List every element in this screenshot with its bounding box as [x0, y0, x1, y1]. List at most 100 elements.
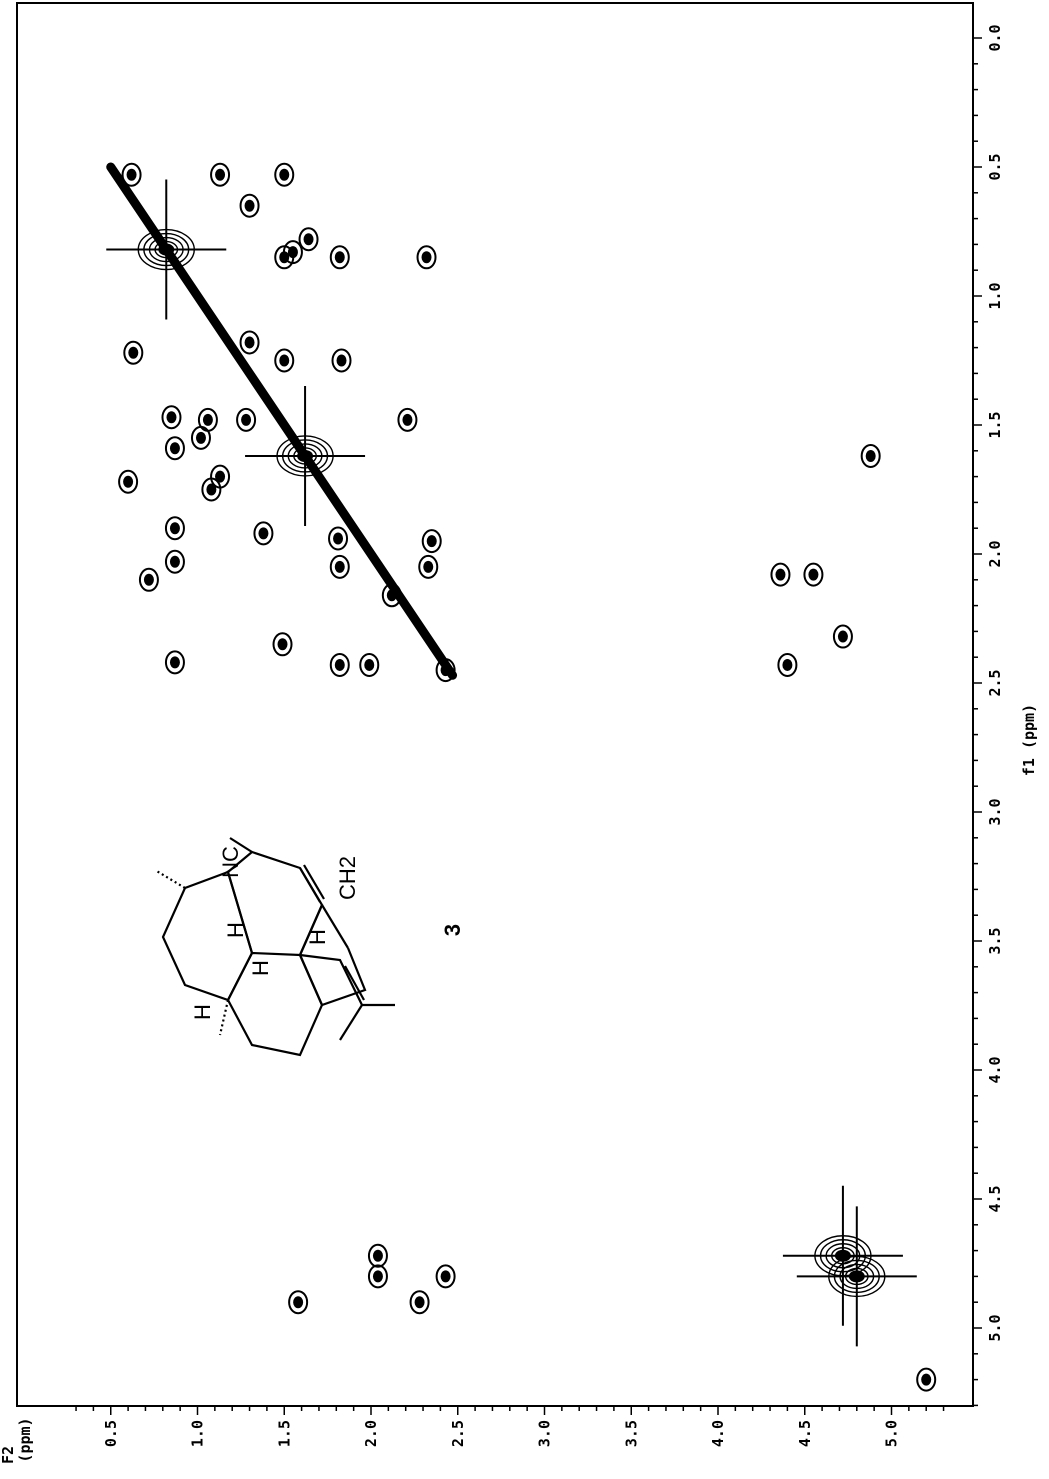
cross-peak-contour — [118, 469, 139, 494]
cross-peak-core — [336, 354, 347, 367]
cross-peak — [239, 330, 260, 355]
f2-tick-label: 5.0 — [883, 1420, 901, 1447]
cross-peak-contour — [329, 554, 350, 579]
cross-peak-contour — [201, 477, 222, 502]
structure-label-h1: H — [190, 1004, 215, 1020]
cross-peak-contour — [164, 436, 185, 461]
f1-tick-label: 1.5 — [986, 411, 1004, 438]
cross-peak-core — [215, 168, 226, 181]
f1-tick-label: 3.0 — [986, 798, 1004, 825]
f2-tick-label: 1.0 — [189, 1420, 207, 1447]
peak-contour — [839, 1263, 875, 1290]
cross-peak-core — [195, 431, 206, 444]
f2-axis-title-line2: (ppm) — [16, 1417, 34, 1462]
f1-axis: 0.0 0.5 1.0 1.5 2.0 2.5 3.0 3.5 4.0 4.5 5.0 — [973, 24, 1004, 1407]
cross-peak-contour — [138, 567, 159, 592]
peak-contour — [148, 236, 184, 263]
cross-peak-core — [293, 1296, 304, 1309]
f2-tick-label: 4.0 — [709, 1420, 727, 1447]
cross-peak — [916, 1367, 937, 1392]
cross-peak-contour — [770, 562, 791, 587]
f1-tick-label: 3.5 — [986, 927, 1004, 954]
peak-contour — [154, 240, 179, 259]
cross-peak — [274, 348, 295, 373]
cross-peak-core — [423, 560, 434, 573]
cross-peak — [329, 554, 350, 579]
cross-peak — [164, 436, 185, 461]
cross-peak-contour — [409, 1290, 430, 1315]
peak-contour — [293, 447, 317, 465]
cross-peak-contour — [282, 240, 303, 265]
structure-label-h2: H — [223, 922, 248, 938]
cross-peak-core — [921, 1373, 932, 1386]
f1-tick-label: 0.0 — [986, 24, 1004, 51]
cross-peak-contour — [367, 1243, 388, 1268]
major-peak — [782, 1185, 903, 1326]
f1-tick-label: 0.5 — [986, 153, 1004, 180]
cross-peak-contour — [435, 1264, 456, 1289]
cross-peak — [418, 554, 439, 579]
f2-axis-title-line1: F2 — [0, 1446, 17, 1464]
cross-peak — [770, 562, 791, 587]
cross-peak-contour — [164, 650, 185, 675]
cross-peak — [329, 652, 350, 677]
cross-peak — [210, 162, 231, 187]
cross-peak-contour — [272, 632, 293, 657]
cross-peak-core — [241, 413, 252, 426]
cross-peak-core — [169, 656, 180, 669]
cross-peak-core — [166, 411, 177, 424]
cross-peak — [381, 583, 402, 608]
cross-peak-core — [244, 336, 255, 349]
cross-peak-core — [123, 475, 134, 488]
cross-peak-contour — [435, 658, 456, 683]
peak-contour — [844, 1267, 869, 1286]
f1-tick-label: 4.5 — [986, 1185, 1004, 1212]
cross-peak-contour — [236, 407, 257, 432]
peak-layer — [106, 162, 937, 1392]
cross-peak-core — [279, 354, 290, 367]
cross-peak-core — [440, 1270, 451, 1283]
cross-peak — [329, 245, 350, 270]
f1-tick-label: 1.0 — [986, 282, 1004, 309]
cross-peak-core — [440, 664, 451, 677]
cross-peak — [421, 529, 442, 554]
cross-peak-contour — [397, 407, 418, 432]
cross-peak-contour — [253, 521, 274, 546]
cross-peak-contour — [190, 425, 211, 450]
cross-peak-core — [244, 199, 255, 212]
structure-label-ch2: CH2 — [335, 856, 360, 900]
peak-contour — [825, 1243, 861, 1269]
cross-peak-contour — [832, 624, 853, 649]
cross-peak-core — [126, 168, 137, 181]
cross-peak — [274, 162, 295, 187]
cross-peak-core — [808, 568, 819, 581]
peak-contour — [137, 228, 195, 271]
cross-peak-contour — [367, 1264, 388, 1289]
peak-contour — [819, 1239, 867, 1273]
cross-peak — [239, 193, 260, 218]
cross-peak-core — [414, 1296, 425, 1309]
cross-peak-contour — [860, 443, 881, 468]
major-peak — [796, 1206, 917, 1347]
f2-tick-label: 3.5 — [622, 1420, 640, 1447]
cross-peak-contour — [164, 516, 185, 541]
cross-peak-core — [334, 251, 345, 264]
cross-peak-core — [865, 449, 876, 462]
cross-peak — [803, 562, 824, 587]
cross-peak-core — [402, 413, 413, 426]
cross-peak-contour — [274, 162, 295, 187]
peak-contour — [281, 439, 329, 473]
cross-peak-contour — [164, 549, 185, 574]
cross-peak — [416, 245, 437, 270]
cross-peak — [282, 240, 303, 265]
cross-peak-contour — [328, 526, 349, 551]
peak-contour — [828, 1255, 886, 1298]
major-peak — [245, 385, 366, 526]
cross-peak-contour — [121, 162, 142, 187]
cross-peak — [367, 1243, 388, 1268]
cross-peak — [435, 1264, 456, 1289]
cross-peak — [164, 516, 185, 541]
cross-peak — [359, 652, 380, 677]
cross-peak-core — [303, 233, 314, 246]
